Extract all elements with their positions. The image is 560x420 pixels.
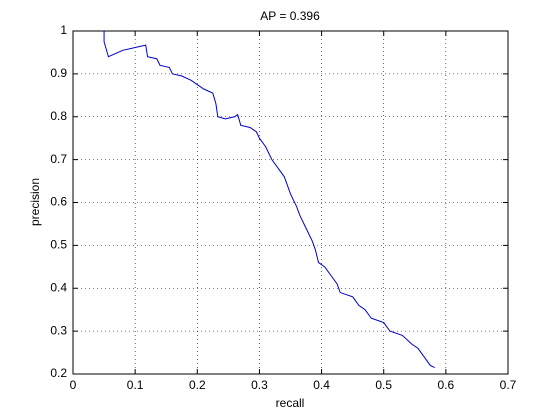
x-tick-label: 0.1 bbox=[127, 378, 144, 392]
y-tick-label: 0.2 bbox=[50, 366, 67, 380]
y-axis-label: precision bbox=[28, 178, 42, 226]
y-tick-label: 0.3 bbox=[50, 323, 67, 337]
y-tick-label: 1 bbox=[60, 23, 67, 37]
x-tick-label: 0.6 bbox=[438, 378, 455, 392]
x-tick-label: 0.3 bbox=[251, 378, 268, 392]
y-tick-label: 0.9 bbox=[50, 66, 67, 80]
x-tick-label: 0 bbox=[70, 378, 77, 392]
x-tick-label: 0.5 bbox=[375, 378, 392, 392]
y-tick-label: 0.4 bbox=[50, 280, 67, 294]
y-tick-label: 0.6 bbox=[50, 195, 67, 209]
x-axis-label: recall bbox=[276, 396, 305, 410]
axes-box bbox=[72, 30, 509, 375]
x-tick-label: 0.4 bbox=[313, 378, 330, 392]
y-tick-label: 0.8 bbox=[50, 109, 67, 123]
y-tick-label: 0.5 bbox=[50, 238, 67, 252]
pr-curve bbox=[103, 31, 435, 369]
chart-title: AP = 0.396 bbox=[260, 9, 320, 23]
y-tick-label: 0.7 bbox=[50, 152, 67, 166]
x-tick-label: 0.7 bbox=[500, 378, 517, 392]
x-tick-label: 0.2 bbox=[189, 378, 206, 392]
